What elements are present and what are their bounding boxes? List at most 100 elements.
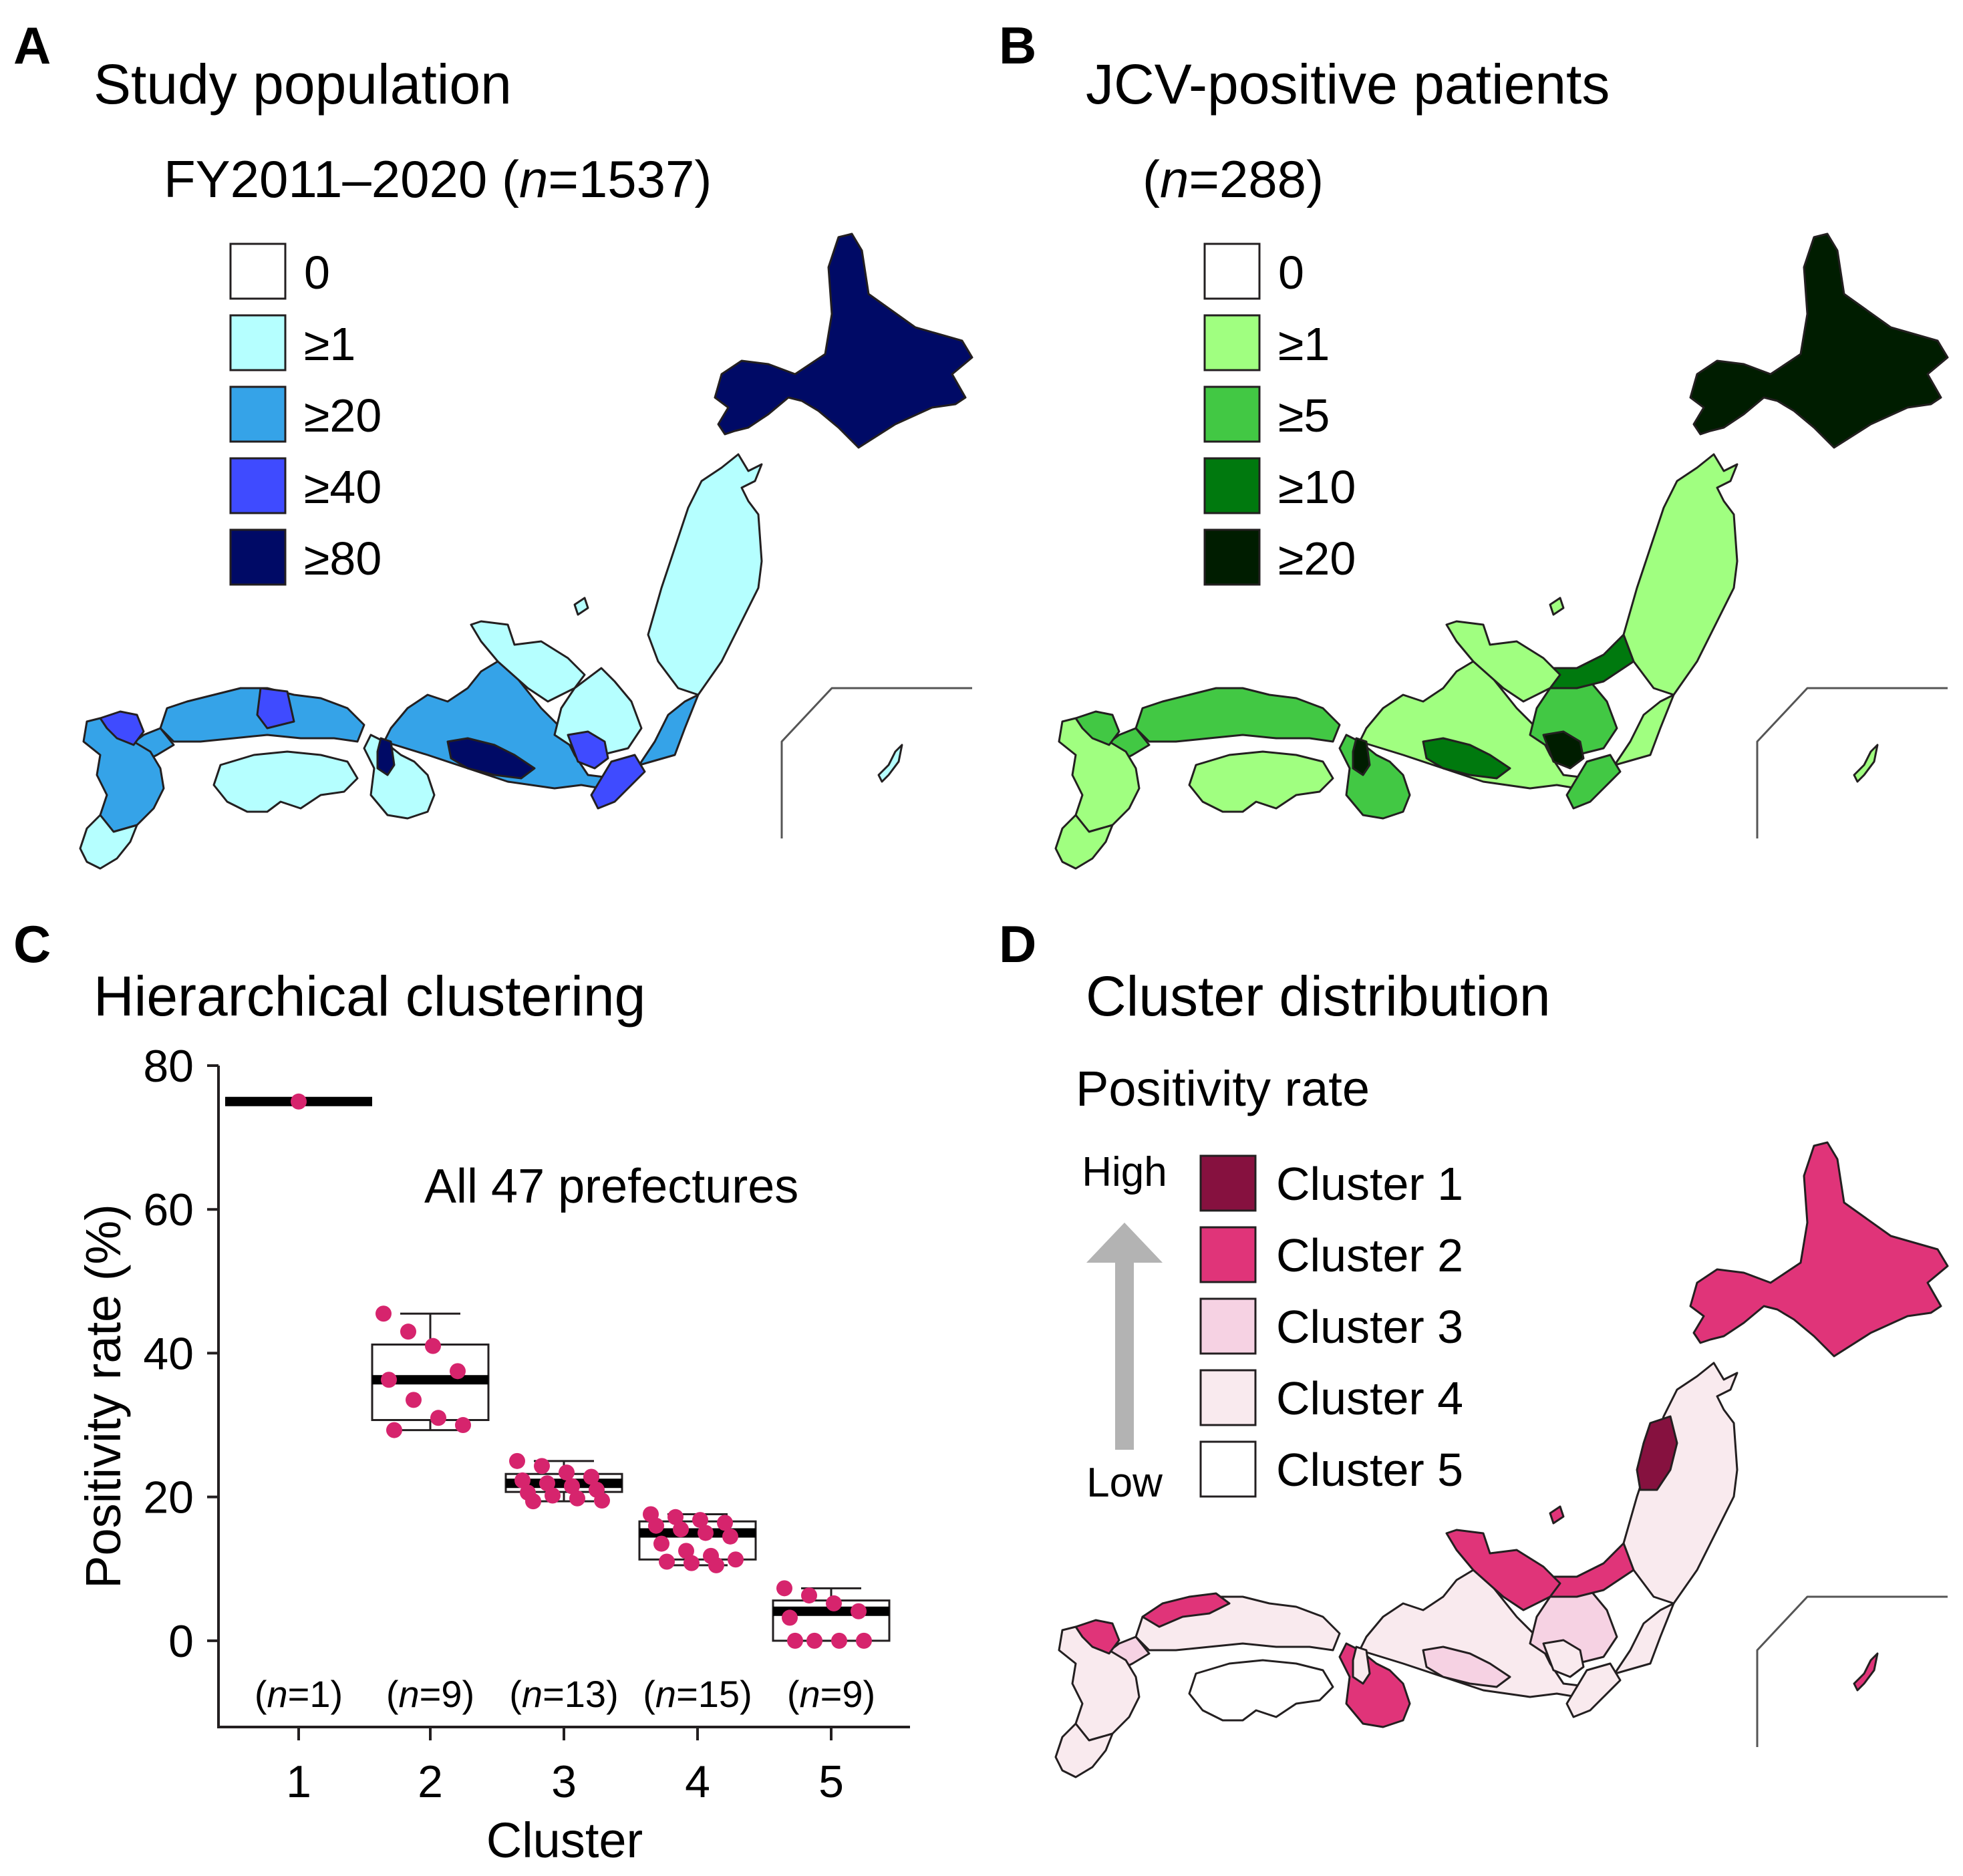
data-point	[782, 1609, 798, 1626]
map-a-inset-frame	[780, 687, 972, 838]
map-a-chiba	[590, 754, 646, 810]
map-a-hokuriku	[470, 620, 586, 703]
legend-a-swatch-1	[229, 314, 287, 371]
data-point	[787, 1632, 803, 1649]
n-label: (n=9)	[386, 1673, 474, 1715]
panel-a-letter: A	[13, 16, 51, 75]
panel-a: A Study population FY2011–2020 (n=1537) …	[13, 16, 973, 870]
map-a-tokyo-bay	[567, 730, 609, 770]
map-b-chugoku-north	[1135, 687, 1341, 743]
legend-a-label-0: 0	[304, 247, 330, 299]
n-label: (n=15)	[643, 1673, 752, 1715]
data-point	[806, 1632, 822, 1649]
x-ticks: 1 2 3 4 5	[286, 1727, 844, 1807]
data-point	[375, 1305, 392, 1322]
data-point	[291, 1093, 307, 1110]
data-point	[851, 1603, 867, 1619]
x-tick-label: 3	[551, 1756, 577, 1807]
up-arrow-icon	[1086, 1223, 1163, 1450]
data-point	[717, 1515, 733, 1531]
map-a-tohoku	[647, 453, 763, 696]
data-point	[514, 1472, 531, 1489]
panel-c: C Hierarchical clustering All 47 prefect…	[13, 915, 910, 1868]
map-b-tokyo-bay	[1542, 730, 1585, 770]
data-point	[801, 1587, 817, 1604]
data-point	[583, 1468, 599, 1485]
x-tick-label: 1	[286, 1756, 311, 1807]
data-point	[722, 1528, 738, 1545]
data-point	[545, 1487, 561, 1504]
map-b-tohoku	[1622, 453, 1739, 696]
data-point	[708, 1557, 724, 1573]
x-tick-label: 5	[818, 1756, 844, 1807]
map-b-chiba	[1565, 754, 1622, 810]
map-b-osaka	[1352, 737, 1371, 776]
y-tick-label: 80	[143, 1041, 194, 1092]
legend-a-label-3: ≥40	[304, 461, 382, 513]
data-point	[455, 1417, 471, 1434]
map-d-kyushu-south	[1054, 1722, 1114, 1778]
map-d-kyushu-north	[1074, 1619, 1120, 1655]
legend-d-label-3: Cluster 4	[1276, 1372, 1463, 1424]
n-label: (n=9)	[787, 1673, 875, 1715]
map-d-okinawa	[1853, 1652, 1879, 1692]
map-a-hokkaido	[714, 232, 973, 449]
panel-a-title: Study population	[94, 53, 512, 116]
data-point	[678, 1543, 694, 1559]
map-b	[1054, 232, 1949, 870]
data-point	[381, 1372, 397, 1388]
legend-b-label-2: ≥5	[1278, 389, 1330, 442]
map-a-sado	[573, 597, 589, 616]
map-d-osaka	[1352, 1646, 1371, 1685]
data-point	[450, 1363, 466, 1380]
panel-d: D Cluster distribution Positivity rate H…	[999, 915, 1949, 1778]
map-b-hokkaido	[1689, 232, 1949, 449]
map-d-shikoku	[1188, 1659, 1334, 1722]
map-b-inset-frame	[1756, 687, 1948, 838]
panel-b-letter: B	[999, 16, 1036, 75]
legend-d-label-2: Cluster 3	[1276, 1301, 1463, 1353]
data-point	[539, 1475, 555, 1492]
panel-a-legend: 0 ≥1 ≥20 ≥40 ≥80	[229, 243, 382, 586]
panel-d-subtitle: Positivity rate	[1076, 1061, 1370, 1116]
data-point	[400, 1323, 416, 1340]
arrow-low-label: Low	[1086, 1460, 1163, 1506]
legend-d-swatch-4	[1199, 1440, 1257, 1498]
x-tick-label: 4	[685, 1756, 710, 1807]
data-point	[564, 1478, 580, 1495]
map-a-okinawa	[877, 744, 903, 783]
data-point	[856, 1632, 872, 1649]
legend-d-label-1: Cluster 2	[1276, 1229, 1463, 1281]
map-d-hokuriku	[1445, 1529, 1561, 1611]
legend-b-label-1: ≥1	[1278, 318, 1330, 370]
map-a-osaka	[376, 737, 396, 776]
data-point	[728, 1551, 744, 1568]
y-ticks: 0 20 40 60 80	[143, 1041, 218, 1667]
map-d-shimane	[1141, 1592, 1231, 1628]
legend-a-label-2: ≥20	[304, 389, 382, 442]
map-d-hokkaido	[1689, 1141, 1949, 1358]
legend-d-swatch-2	[1199, 1297, 1257, 1355]
map-d-tokai	[1422, 1646, 1511, 1688]
legend-b-swatch-2	[1203, 385, 1261, 443]
legend-a-label-1: ≥1	[304, 318, 355, 370]
n-labels: (n=1) (n=9) (n=13) (n=15) (n=9)	[255, 1673, 875, 1715]
data-point	[525, 1493, 541, 1510]
map-a-kyushu-south	[79, 814, 138, 870]
legend-d-label-0: Cluster 1	[1276, 1158, 1463, 1210]
legend-a-swatch-2	[229, 385, 287, 443]
map-d	[1054, 1141, 1949, 1778]
data-point	[692, 1512, 708, 1529]
legend-d-swatch-0	[1199, 1154, 1257, 1212]
data-point	[430, 1410, 446, 1426]
data-point	[673, 1521, 689, 1538]
map-a-shikoku	[212, 750, 359, 813]
legend-b-swatch-1	[1203, 314, 1261, 371]
legend-b-label-0: 0	[1278, 247, 1304, 299]
panel-d-title: Cluster distribution	[1086, 965, 1551, 1028]
data-point	[653, 1535, 669, 1552]
data-points	[291, 1093, 872, 1649]
arrow-high-label: High	[1082, 1149, 1167, 1195]
arrow-gradient-indicator: High Low	[1082, 1149, 1167, 1506]
legend-d-swatch-3	[1199, 1369, 1257, 1426]
